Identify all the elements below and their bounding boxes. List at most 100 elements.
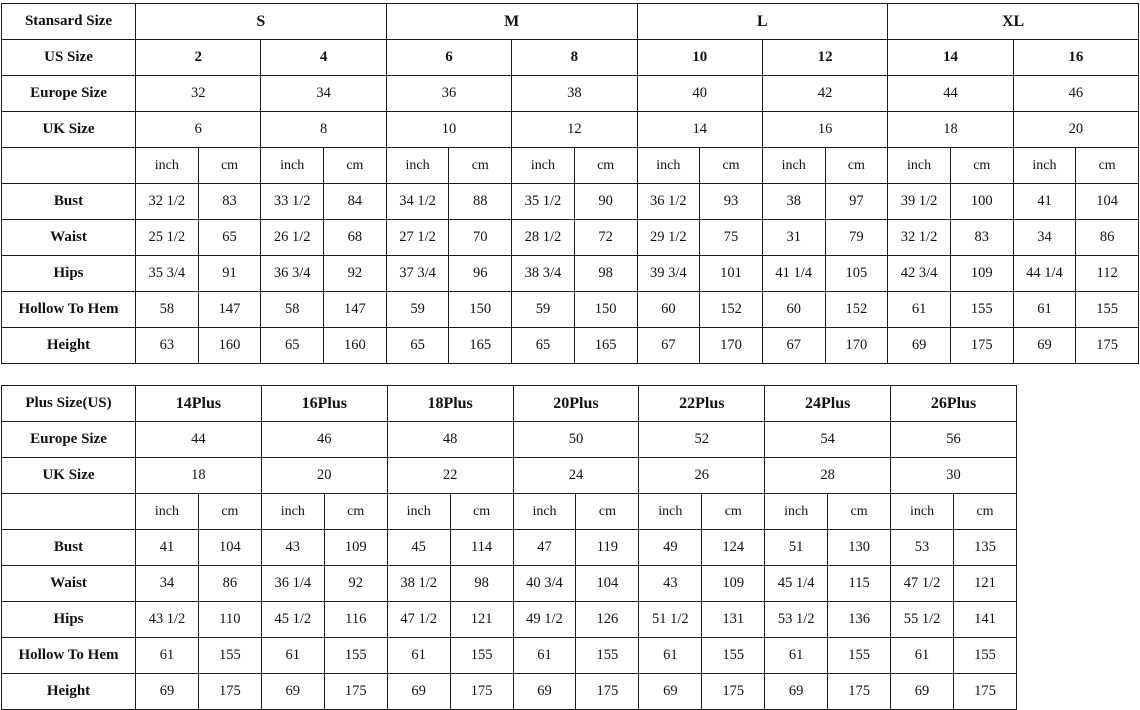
table-cell: 75	[699, 219, 763, 256]
unit-header-inch: inch	[764, 493, 829, 530]
table-cell: 155	[323, 637, 388, 674]
table-cell: 170	[824, 327, 889, 364]
table-cell: 26 1/2	[260, 219, 325, 256]
table-row: Hips 43 1/2 110 45 1/2 116 47 1/2 121 49 1/2 126…	[1, 601, 1018, 638]
table-cell: 34	[135, 565, 199, 602]
table-row: Bust 41 104 43 109 45 114 47 119 49 124 51 130 53 135	[1, 529, 1018, 566]
table-cell: 79	[824, 219, 889, 256]
table-cell: 34	[1012, 219, 1077, 256]
table-cell: 104	[1075, 183, 1139, 220]
table-cell: 47 1/2	[386, 601, 451, 638]
table-cell: 65	[511, 327, 575, 364]
row-label: Hollow To Hem	[1, 291, 136, 328]
table-cell: 14	[887, 39, 1014, 76]
group-header-14plus: 14Plus	[135, 385, 262, 422]
table-cell: 59	[511, 291, 575, 328]
table-cell: 42 3/4	[887, 255, 951, 292]
table-cell: 131	[701, 601, 766, 638]
table-cell: 98	[449, 565, 514, 602]
table-cell: 49 1/2	[512, 601, 577, 638]
table-cell: 60	[636, 291, 701, 328]
table-cell: 29 1/2	[636, 219, 701, 256]
unit-header-cm: cm	[701, 493, 766, 530]
table-cell: 88	[448, 183, 513, 220]
table-cell: 20	[1012, 111, 1140, 148]
group-header-20plus: 20Plus	[512, 385, 640, 422]
table-cell: 43 1/2	[135, 601, 199, 638]
row-label: UK Size	[1, 457, 136, 494]
group-header-s: S	[135, 3, 387, 40]
table-cell: 38	[511, 75, 638, 112]
unit-header-cm: cm	[197, 147, 262, 184]
unit-header-cm: cm	[949, 147, 1014, 184]
row-label: Waist	[1, 565, 136, 602]
table-cell: 110	[197, 601, 262, 638]
table-cell: 38 1/2	[386, 565, 451, 602]
table-cell: 58	[135, 291, 199, 328]
table-cell: 119	[575, 529, 640, 566]
table-cell: 69	[1012, 327, 1077, 364]
table-cell: 8	[260, 111, 387, 148]
unit-header-cm: cm	[1075, 147, 1139, 184]
table-cell: 86	[1075, 219, 1139, 256]
table-cell: 36 1/4	[260, 565, 325, 602]
table-cell: 126	[575, 601, 640, 638]
table-cell: 41	[1012, 183, 1077, 220]
table-cell: 175	[449, 673, 514, 710]
table-cell: 36 1/2	[636, 183, 701, 220]
table-cell: 61	[1012, 291, 1077, 328]
table-cell: 45	[386, 529, 451, 566]
table-cell: 61	[260, 637, 325, 674]
table-cell: 55 1/2	[890, 601, 954, 638]
group-header-24plus: 24Plus	[764, 385, 892, 422]
table-cell: 49	[638, 529, 703, 566]
row-label: Height	[1, 327, 136, 364]
row-label: US Size	[1, 39, 136, 76]
table-cell: 116	[323, 601, 388, 638]
table-cell: 155	[1075, 291, 1139, 328]
unit-header-inch: inch	[135, 493, 199, 530]
table-cell: 18	[887, 111, 1014, 148]
table-cell: 165	[573, 327, 638, 364]
table-cell: 83	[197, 183, 262, 220]
group-header-16plus: 16Plus	[260, 385, 388, 422]
unit-header-cm: cm	[952, 493, 1018, 530]
table-cell: 59	[385, 291, 450, 328]
table-cell: 63	[135, 327, 199, 364]
table-cell: 70	[448, 219, 513, 256]
group-header-26plus: 26Plus	[890, 385, 1017, 422]
unit-header-inch: inch	[512, 493, 577, 530]
table-cell: 92	[323, 255, 387, 292]
unit-header-cm: cm	[699, 147, 763, 184]
table-cell: 44	[135, 421, 262, 458]
table-cell: 83	[949, 219, 1014, 256]
table-cell: 51 1/2	[638, 601, 703, 638]
table-cell: 43	[638, 565, 703, 602]
unit-header-cm: cm	[197, 493, 262, 530]
row-label: Waist	[1, 219, 136, 256]
table-cell: 175	[575, 673, 640, 710]
table-row: Waist 25 1/2 65 26 1/2 68 27 1/2 70 28 1/2 72 29 …	[1, 219, 1139, 256]
table-cell: 6	[385, 39, 513, 76]
table-row: Hollow To Hem 58 147 58 147 59 150 59 150 60 152 60…	[1, 291, 1139, 328]
table-cell: 109	[323, 529, 388, 566]
table-cell: 170	[699, 327, 763, 364]
table-cell: 41	[135, 529, 199, 566]
standard-size-table-body: Stansard Size S M L XL US Size 2 4 6 8 10 12 14 16 Eur…	[1, 3, 1140, 364]
unit-header-inch: inch	[887, 147, 951, 184]
table-row: Hips 35 3/4 91 36 3/4 92 37 3/4 96 38 3/4 98 39 3…	[1, 255, 1139, 292]
table-cell: 52	[638, 421, 766, 458]
unit-header-inch: inch	[260, 147, 325, 184]
table-cell: 155	[575, 637, 640, 674]
table-cell: 34 1/2	[385, 183, 450, 220]
table-cell: 115	[827, 565, 892, 602]
table-cell: 65	[260, 327, 325, 364]
unit-header-cm: cm	[449, 493, 514, 530]
table-cell: 61	[512, 637, 577, 674]
unit-header-inch: inch	[761, 147, 826, 184]
unit-header-inch: inch	[260, 493, 325, 530]
unit-header-cm: cm	[323, 493, 388, 530]
table-cell: 155	[827, 637, 892, 674]
table-cell: 69	[260, 673, 325, 710]
table-cell: 69	[764, 673, 829, 710]
